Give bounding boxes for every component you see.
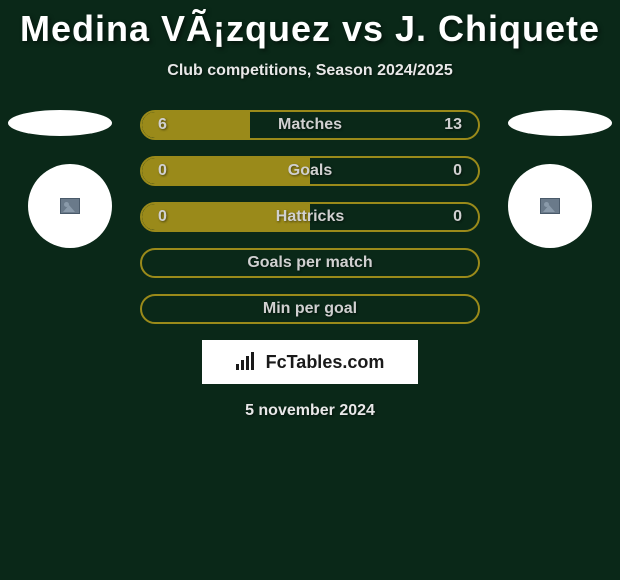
stats-container: 6 Matches 13 0 Goals 0 0 Hattricks 0 Goa… xyxy=(0,110,620,420)
subtitle: Club competitions, Season 2024/2025 xyxy=(0,62,620,80)
logo-box: FcTables.com xyxy=(202,340,418,384)
stat-label: Goals xyxy=(288,162,332,180)
stat-fill xyxy=(142,158,310,184)
stat-label: Min per goal xyxy=(263,300,357,318)
player-badge-left xyxy=(8,110,112,136)
stat-label: Goals per match xyxy=(247,254,372,272)
player-photo-right xyxy=(508,164,592,248)
player-badge-right xyxy=(508,110,612,136)
stat-value-right: 13 xyxy=(444,116,478,134)
header: Medina VÃ¡zquez vs J. Chiquete Club comp… xyxy=(0,0,620,80)
date-label: 5 november 2024 xyxy=(0,402,620,420)
image-placeholder-icon xyxy=(60,198,80,214)
stat-row-goals-per-match: Goals per match xyxy=(140,248,480,278)
stat-value-left: 0 xyxy=(142,208,167,226)
stat-value-right: 0 xyxy=(453,208,478,226)
stat-value-left: 6 xyxy=(142,116,167,134)
stat-label: Matches xyxy=(278,116,342,134)
player-photo-left xyxy=(28,164,112,248)
stat-value-right: 0 xyxy=(453,162,478,180)
stat-row-hattricks: 0 Hattricks 0 xyxy=(140,202,480,232)
stat-row-min-per-goal: Min per goal xyxy=(140,294,480,324)
page-title: Medina VÃ¡zquez vs J. Chiquete xyxy=(0,8,620,50)
stat-row-goals: 0 Goals 0 xyxy=(140,156,480,186)
stat-label: Hattricks xyxy=(276,208,344,226)
image-placeholder-icon xyxy=(540,198,560,214)
stat-value-left: 0 xyxy=(142,162,167,180)
logo-text: FcTables.com xyxy=(266,352,385,373)
stat-row-matches: 6 Matches 13 xyxy=(140,110,480,140)
chart-icon xyxy=(236,352,262,372)
